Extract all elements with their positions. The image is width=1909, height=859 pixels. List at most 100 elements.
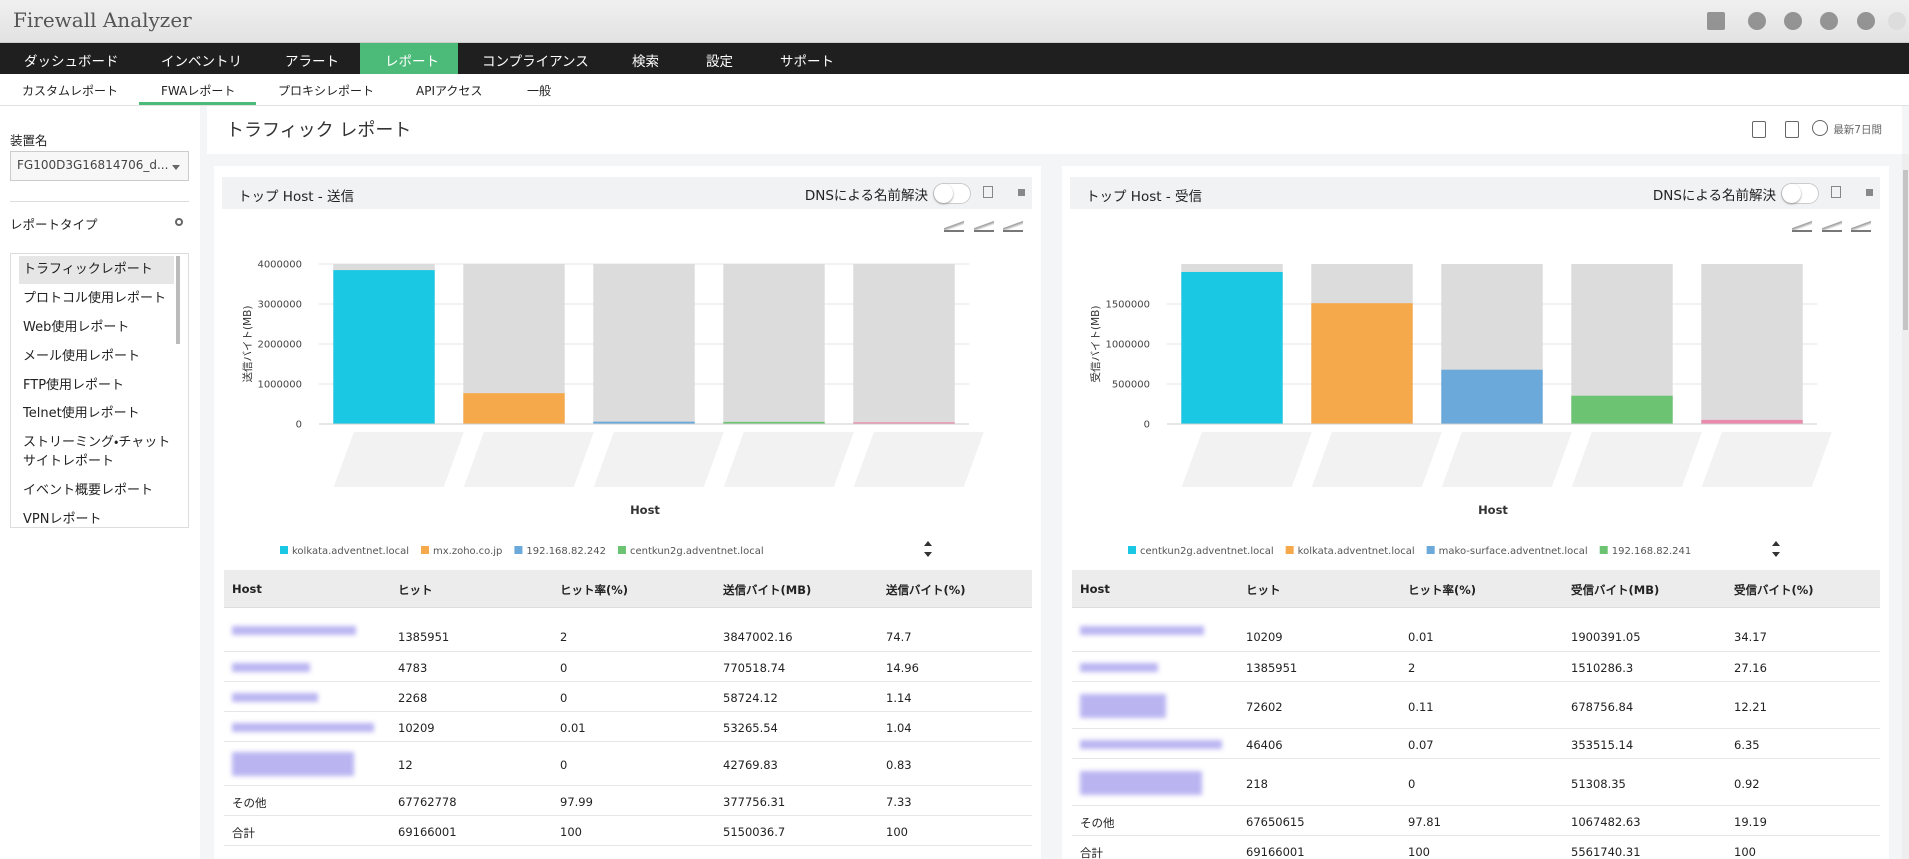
- header-icon[interactable]: [1888, 12, 1906, 30]
- chart-type-icon[interactable]: [1792, 220, 1812, 232]
- pdf-icon[interactable]: [1831, 186, 1841, 198]
- table-cell: 353515.14: [1571, 738, 1634, 752]
- table-cell: 377756.31: [723, 795, 786, 809]
- chart-type-icon[interactable]: [1003, 220, 1023, 232]
- clock-icon[interactable]: [1812, 120, 1828, 136]
- host-link-blurred[interactable]: [232, 723, 374, 732]
- nav-item[interactable]: サポート: [780, 54, 834, 70]
- legend-swatch: [1599, 546, 1608, 554]
- legend-label: 192.168.82.242: [526, 546, 606, 557]
- sub-nav-item[interactable]: プロキシレポート: [278, 84, 375, 98]
- nav-item[interactable]: コンプライアンス: [482, 54, 589, 70]
- device-label: 装置名: [10, 133, 48, 148]
- table-cell: 218: [1246, 776, 1268, 791]
- toggle-knob: [934, 184, 953, 203]
- report-type-label: レポートタイプ: [10, 217, 98, 232]
- nav-item[interactable]: アラート: [285, 54, 339, 70]
- chart-type-icon[interactable]: [1851, 220, 1871, 232]
- table-cell: 0.92: [1734, 776, 1760, 791]
- legend-label: mx.zoho.co.jp: [433, 546, 502, 557]
- chart-type-icon[interactable]: [974, 220, 994, 232]
- host-link-blurred[interactable]: [1080, 663, 1158, 672]
- panel-title: トップ Host - 受信: [1086, 189, 1202, 205]
- list-scrollbar: [176, 256, 180, 344]
- header-icon[interactable]: [1820, 12, 1838, 30]
- table-cell: 58724.12: [723, 691, 778, 705]
- column-header: ヒット率(%): [1408, 583, 1477, 597]
- sub-nav-item[interactable]: FWAレポート: [161, 84, 236, 98]
- host-link-blurred[interactable]: [1080, 770, 1202, 795]
- report-type-item[interactable]: VPNレポート: [23, 512, 102, 527]
- device-select[interactable]: FG100D3G16814706_d...: [10, 151, 189, 181]
- host-link-blurred[interactable]: [1080, 693, 1166, 718]
- x-tick-label-blurred: [1571, 432, 1702, 487]
- report-panel: トップ Host - 受信 DNSによる名前解決 0 500000 1000000 150…: [1062, 166, 1889, 859]
- x-tick-label-blurred: [593, 432, 724, 487]
- table-cell: 74.7: [886, 630, 912, 644]
- y-tick-label: 1000000: [257, 380, 302, 391]
- x-tick-label-blurred: [1311, 432, 1442, 487]
- x-tick-label-blurred: [853, 432, 984, 487]
- x-tick-label-blurred: [723, 432, 854, 487]
- host-link-blurred[interactable]: [232, 693, 318, 702]
- report-type-item[interactable]: メール使用レポート: [23, 349, 141, 364]
- table-cell: 69166001: [1246, 845, 1305, 859]
- sub-nav-item[interactable]: APIアクセス: [416, 84, 483, 98]
- nav-item[interactable]: ダッシュボード: [24, 54, 119, 70]
- header-icon[interactable]: [1748, 12, 1766, 30]
- table-cell: 1.14: [886, 691, 912, 705]
- table-row: [1072, 759, 1880, 806]
- report-type-item[interactable]: プロトコル使用レポート: [23, 291, 167, 306]
- sub-nav-item[interactable]: カスタムレポート: [22, 84, 119, 98]
- search-icon[interactable]: [175, 218, 183, 226]
- toolbar-icon[interactable]: [1752, 121, 1766, 138]
- y-tick-label: 0: [296, 420, 302, 431]
- table-cell: 0: [560, 758, 568, 772]
- pdf-icon[interactable]: [983, 186, 993, 198]
- header-icon[interactable]: [1857, 12, 1875, 30]
- report-type-item[interactable]: イベント概要レポート: [23, 483, 154, 498]
- table-row: [224, 608, 1032, 652]
- table-cell: 10209: [398, 721, 435, 735]
- report-type-item[interactable]: ストリーミング・チャットサイトレポート: [23, 435, 171, 469]
- host-link-blurred[interactable]: [232, 752, 354, 776]
- bar: [1701, 419, 1803, 424]
- header-icon[interactable]: [1707, 12, 1725, 30]
- legend-label: centkun2g.adventnet.local: [630, 546, 764, 557]
- legend-scroll: [924, 541, 932, 557]
- chart-type-icon[interactable]: [1822, 220, 1842, 232]
- legend-swatch: [1285, 546, 1294, 554]
- nav-item[interactable]: 設定: [706, 54, 733, 70]
- column-header: 受信バイト(%): [1734, 583, 1814, 597]
- bar: [1571, 395, 1673, 424]
- host-link-blurred[interactable]: [1080, 626, 1204, 635]
- legend-label: mako-surface.adventnet.local: [1439, 546, 1588, 557]
- table-cell: 678756.84: [1571, 699, 1634, 714]
- expand-icon[interactable]: [1866, 189, 1873, 196]
- nav-item[interactable]: 検索: [632, 54, 659, 70]
- report-type-item[interactable]: トラフィックレポート: [23, 262, 153, 277]
- table-row: [224, 742, 1032, 786]
- expand-icon[interactable]: [1018, 189, 1025, 196]
- report-type-item[interactable]: Telnet使用レポート: [23, 406, 140, 421]
- app-title: Firewall Analyzer: [13, 8, 192, 32]
- host-link-blurred[interactable]: [232, 626, 356, 635]
- dns-label: DNSによる名前解決: [1652, 188, 1776, 204]
- panel-header: トップ Host - 送信 DNSによる名前解決: [222, 177, 1032, 209]
- table-row: [224, 652, 1032, 682]
- table-cell: 0: [560, 661, 568, 675]
- sub-nav-item[interactable]: 一般: [527, 84, 552, 98]
- report-type-item[interactable]: Web使用レポート: [23, 320, 130, 335]
- device-value: FG100D3G16814706_d...: [17, 158, 169, 172]
- period-label[interactable]: 最新7日間: [1833, 124, 1882, 136]
- toolbar-icon[interactable]: [1785, 121, 1799, 138]
- report-type-item[interactable]: FTP使用レポート: [23, 378, 125, 393]
- nav-item[interactable]: レポート: [385, 54, 439, 70]
- chart-type-icon[interactable]: [944, 220, 964, 232]
- host-link-blurred[interactable]: [232, 663, 310, 672]
- nav-item[interactable]: インベントリ: [161, 54, 242, 70]
- header-icon[interactable]: [1784, 12, 1802, 30]
- bar: [1181, 271, 1283, 424]
- host-link-blurred[interactable]: [1080, 740, 1222, 749]
